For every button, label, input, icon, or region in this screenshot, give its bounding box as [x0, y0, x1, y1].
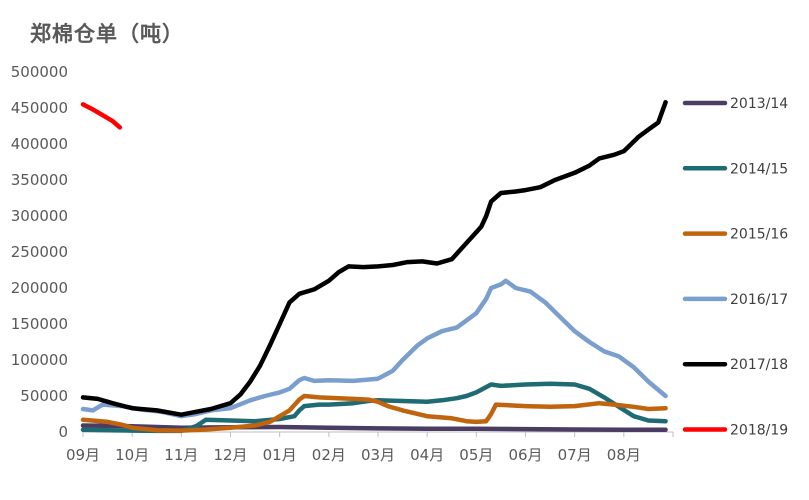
x-tick-label: 09月: [66, 446, 100, 464]
legend-label: 2017/18: [730, 357, 788, 373]
series-group: [80, 99, 668, 434]
y-tick-label: 400000: [11, 135, 68, 153]
series-line: [80, 99, 668, 417]
x-tick-label: 04月: [410, 446, 444, 464]
series-line: [80, 423, 668, 433]
x-tick-label: 01月: [263, 446, 297, 464]
series-line: [80, 278, 668, 419]
y-tick-label: 250000: [11, 243, 68, 261]
y-tick-label: 50000: [20, 387, 68, 405]
axes: 0 50000 100000 150000 200000 250000 300000 3500…: [11, 63, 674, 464]
y-tick-label: 100000: [11, 351, 68, 369]
x-tick-label: 03月: [361, 446, 395, 464]
x-tick-label: 07月: [558, 446, 592, 464]
x-tick-label: 11月: [164, 446, 198, 464]
y-tick-label: 350000: [11, 171, 68, 189]
series-line: [80, 102, 123, 130]
legend-label: 2013/14: [730, 96, 788, 112]
legend-label: 2018/19: [730, 423, 788, 439]
x-tick-label: 10月: [115, 446, 149, 464]
y-tick-label: 450000: [11, 99, 68, 117]
x-tick-label: 02月: [312, 446, 346, 464]
x-tick-label: 05月: [459, 446, 493, 464]
x-tick-label: 12月: [213, 446, 247, 464]
legend: 2013/14 2014/15 2015/16 2016/17 2017/18 2018/…: [682, 96, 788, 439]
chart-title: 郑棉仓单（吨）: [30, 22, 184, 46]
series-line: [80, 393, 668, 433]
legend-label: 2016/17: [730, 292, 788, 308]
x-tick-label: 08月: [607, 446, 641, 464]
legend-label: 2014/15: [730, 161, 788, 177]
y-tick-label: 300000: [11, 207, 68, 225]
y-tick-label: 200000: [11, 279, 68, 297]
legend-label: 2015/16: [730, 227, 788, 243]
y-tick-label: 150000: [11, 315, 68, 333]
x-tick-label: 06月: [508, 446, 542, 464]
y-tick-label: 0: [58, 423, 68, 441]
y-tick-label: 500000: [11, 63, 68, 81]
